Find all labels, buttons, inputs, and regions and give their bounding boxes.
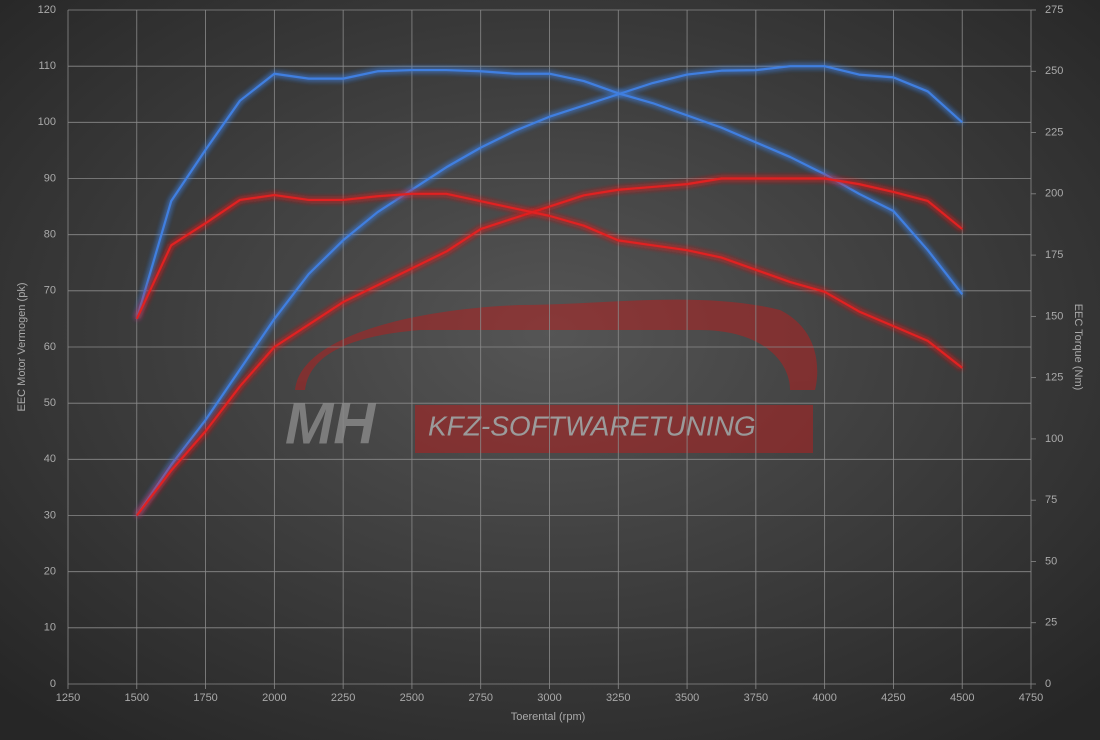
x-tick-label: 2500 [400, 692, 424, 704]
y-tick-label: 30 [44, 509, 56, 521]
y-tick-label: 60 [44, 341, 56, 353]
series-line [135, 192, 963, 369]
x-tick-label: 4000 [812, 692, 836, 704]
y2-tick-label: 0 [1045, 678, 1051, 690]
y-tick-label: 20 [44, 566, 56, 578]
y2-tick-label: 150 [1045, 310, 1063, 322]
series-line [135, 177, 963, 517]
y-tick-label: 90 [44, 172, 56, 184]
y-tick-label: 80 [44, 229, 56, 241]
y-tick-label: 50 [44, 397, 56, 409]
y-tick-label: 110 [38, 60, 56, 72]
x-tick-label: 4250 [881, 692, 905, 704]
x-tick-label: 3000 [537, 692, 561, 704]
watermark-mh: MH [285, 391, 376, 456]
y2-tick-label: 225 [1045, 126, 1063, 138]
y-tick-label: 70 [44, 285, 56, 297]
y2-tick-label: 125 [1045, 372, 1063, 384]
y2-tick-label: 175 [1045, 249, 1063, 261]
x-tick-label: 3250 [606, 692, 630, 704]
series-line [135, 65, 963, 517]
x-axis-label: Toerental (rpm) [511, 711, 586, 723]
x-tick-label: 3750 [744, 692, 768, 704]
y2-tick-label: 100 [1045, 433, 1063, 445]
x-tick-label: 3500 [675, 692, 699, 704]
x-tick-label: 4500 [950, 692, 974, 704]
y-tick-label: 100 [38, 116, 56, 128]
series-line [135, 68, 964, 320]
y2-tick-label: 25 [1045, 617, 1057, 629]
x-tick-label: 2250 [331, 692, 355, 704]
y-axis-label: EEC Motor Vermogen (pk) [16, 283, 28, 412]
x-tick-label: 1750 [193, 692, 217, 704]
y-tick-label: 0 [50, 678, 56, 690]
y2-tick-label: 275 [1045, 4, 1063, 16]
x-tick-label: 2000 [262, 692, 286, 704]
y2-tick-label: 250 [1045, 65, 1063, 77]
y2-axis-label: EEC Torque (Nm) [1072, 304, 1084, 391]
x-tick-label: 4750 [1019, 692, 1043, 704]
y-tick-label: 40 [44, 453, 56, 465]
x-tick-label: 1500 [125, 692, 149, 704]
y2-tick-label: 200 [1045, 188, 1063, 200]
watermark-text: KFZ-SOFTWARETUNING [428, 410, 756, 441]
y-tick-label: 10 [44, 622, 56, 634]
y2-tick-label: 75 [1045, 494, 1057, 506]
y2-tick-label: 50 [1045, 555, 1057, 567]
x-tick-label: 1250 [56, 692, 80, 704]
y-tick-label: 120 [38, 4, 56, 16]
x-tick-label: 2750 [468, 692, 492, 704]
